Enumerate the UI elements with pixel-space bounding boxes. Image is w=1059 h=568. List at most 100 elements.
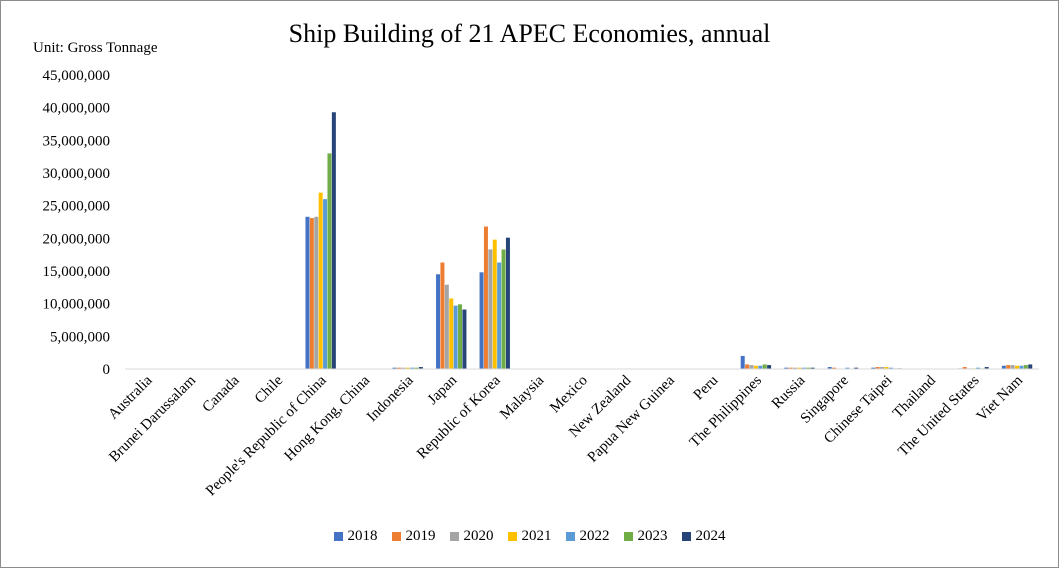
- y-tick-label: 35,000,000: [43, 133, 111, 149]
- bar: [788, 367, 793, 369]
- bar: [888, 367, 893, 369]
- bar: [440, 262, 445, 369]
- bar: [488, 249, 493, 369]
- y-tick-label: 45,000,000: [43, 68, 111, 84]
- legend-swatch: [333, 532, 343, 541]
- bar: [832, 367, 837, 369]
- legend-item: 2019: [391, 528, 436, 545]
- y-tick-label: 5,000,000: [50, 329, 110, 345]
- bar: [501, 249, 506, 369]
- bar: [418, 367, 423, 369]
- bar: [1028, 364, 1033, 369]
- bar: [884, 367, 889, 369]
- bar: [327, 153, 332, 369]
- legend-label: 2019: [405, 528, 436, 544]
- bar: [880, 367, 885, 369]
- bar: [497, 262, 502, 369]
- bar: [479, 272, 484, 369]
- bar: [1006, 365, 1011, 369]
- bar: [740, 355, 745, 369]
- x-tick-label: Chile: [252, 372, 287, 407]
- bar: [444, 284, 449, 369]
- bar: [1001, 365, 1006, 369]
- x-tick-label: Hong Kong, China: [281, 372, 373, 464]
- bar: [1015, 365, 1020, 369]
- bar: [1010, 365, 1015, 369]
- bar: [793, 367, 798, 369]
- y-tick-label: 20,000,000: [43, 231, 111, 247]
- legend-item: 2018: [333, 528, 378, 545]
- bar: [305, 216, 310, 369]
- bar: [436, 274, 441, 369]
- legend-label: 2020: [463, 528, 494, 544]
- x-tick-label: Mexico: [547, 373, 591, 417]
- legend-swatch: [507, 532, 517, 541]
- legend-item: 2021: [507, 528, 552, 545]
- legend-label: 2018: [347, 528, 378, 544]
- legend-item: 2024: [681, 528, 726, 545]
- bar: [845, 367, 850, 369]
- legend-label: 2022: [579, 528, 610, 544]
- bar: [396, 367, 401, 369]
- bar: [1023, 365, 1028, 369]
- y-tick-label: 0: [103, 362, 111, 378]
- x-tick-label: Peru: [691, 372, 722, 403]
- y-tick-label: 30,000,000: [43, 166, 111, 182]
- legend-swatch: [391, 532, 401, 541]
- legend-item: 2020: [449, 528, 494, 545]
- bar: [806, 367, 811, 369]
- bar: [462, 309, 467, 369]
- legend-label: 2024: [695, 528, 726, 544]
- x-tick-label: Japan: [425, 372, 461, 408]
- bar: [962, 367, 967, 369]
- bar: [401, 367, 406, 369]
- bar: [784, 367, 789, 369]
- bar: [797, 367, 802, 369]
- bar: [1019, 365, 1024, 369]
- legend: 2018 2019 2020 2021 2022 2023 2024: [1, 528, 1058, 545]
- bar: [767, 365, 772, 369]
- legend-item: 2022: [565, 528, 610, 545]
- x-tick-label: Republic of Korea: [414, 372, 504, 462]
- y-tick-label: 40,000,000: [43, 101, 111, 117]
- bar: [483, 226, 488, 369]
- chart-title: Ship Building of 21 APEC Economies, annu…: [288, 19, 771, 48]
- y-tick-label: 15,000,000: [43, 264, 111, 280]
- bar: [405, 367, 410, 369]
- legend-label: 2021: [521, 528, 552, 544]
- legend-item: 2023: [623, 528, 668, 545]
- bar: [745, 364, 750, 369]
- legend-label: 2023: [637, 528, 668, 544]
- legend-swatch: [681, 532, 691, 541]
- bar: [762, 364, 767, 369]
- bar: [749, 365, 754, 369]
- bar: [318, 192, 323, 369]
- x-tick-label: Indonesia: [364, 372, 417, 425]
- bar: [392, 367, 397, 369]
- y-tick-label: 25,000,000: [43, 199, 111, 215]
- bar: [753, 365, 758, 369]
- bar: [331, 112, 336, 370]
- x-tick-label: Canada: [200, 372, 243, 415]
- bar: [827, 367, 832, 369]
- bar: [871, 367, 876, 369]
- x-tick-label: The United States: [895, 372, 982, 459]
- bar: [323, 199, 328, 369]
- x-tick-label: Russia: [769, 372, 809, 412]
- bar: [854, 367, 859, 369]
- bar: [984, 367, 989, 369]
- legend-swatch: [449, 532, 459, 541]
- bar: [810, 367, 815, 369]
- bar: [875, 367, 880, 369]
- x-tick-label: Viet Nam: [974, 372, 1026, 424]
- bar: [975, 367, 980, 369]
- bar: [492, 239, 497, 369]
- bar: [801, 367, 806, 369]
- y-tick-label: 10,000,000: [43, 297, 111, 313]
- bar: [453, 305, 458, 369]
- x-tick-label: Malaysia: [497, 372, 547, 422]
- bar: [410, 367, 415, 369]
- unit-label: Unit: Gross Tonnage: [33, 40, 158, 56]
